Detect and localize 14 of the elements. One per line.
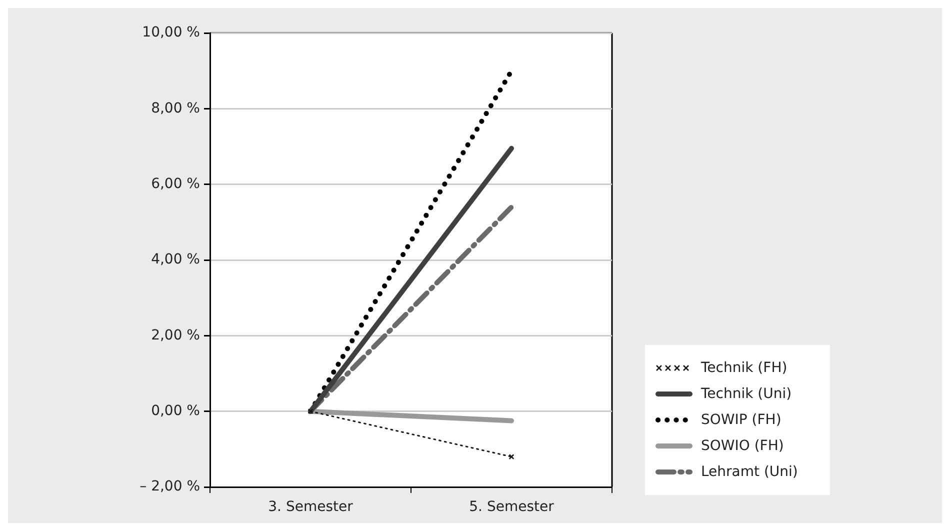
legend-label: Lehramt (Uni) xyxy=(701,464,798,480)
y-tick-label: 4,00 % xyxy=(151,252,200,268)
legend-label: Technik (Uni) xyxy=(701,386,792,402)
y-tick-label: 8,00 % xyxy=(151,100,200,116)
y-tick-label: 0,00 % xyxy=(151,402,200,419)
y-tick-label: 6,00 % xyxy=(151,176,200,192)
legend-label: SOWIO (FH) xyxy=(701,438,784,454)
legend-label: SOWIP (FH) xyxy=(701,412,782,428)
y-tick-label: 2,00 % xyxy=(151,327,200,344)
y-tick-label: – 2,00 % xyxy=(140,478,200,495)
legend-label: Technik (FH) xyxy=(701,360,788,376)
y-tick-label: 10,00 % xyxy=(142,24,200,41)
x-tick-label: 3. Semester xyxy=(268,499,354,516)
x-tick-label: 5. Semester xyxy=(469,499,554,516)
